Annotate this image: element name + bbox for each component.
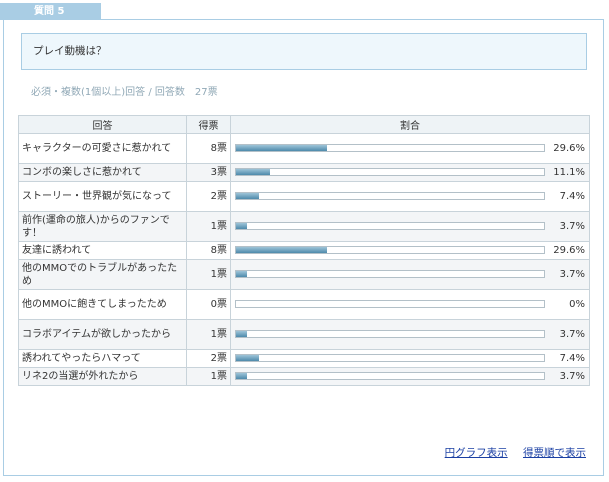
ratio-bar-fill: [236, 144, 328, 151]
vote-count: 8票: [186, 241, 231, 260]
vote-count: 3票: [186, 163, 231, 182]
ratio-bar-fill: [236, 192, 259, 199]
ratio-bar-track: [235, 269, 545, 278]
vote-count: 1票: [186, 259, 231, 290]
ratio-cell: 7.4%: [230, 349, 590, 368]
ratio-percent: 29.6%: [553, 142, 585, 154]
ratio-bar-track: [235, 167, 545, 176]
table-row: コンボの楽しさに惹かれて 3票 11.1%: [18, 163, 590, 182]
answer-label: 他のMMOに飽きてしまったため: [18, 289, 187, 320]
vote-count: 1票: [186, 367, 231, 386]
table-header-row: 回答 得票 割合: [18, 115, 590, 134]
answer-label: リネ2の当選が外れたから: [18, 367, 187, 386]
answer-label: 前作(運命の旅人)からのファンです！: [18, 211, 187, 242]
ratio-bar-track: [235, 245, 545, 254]
vote-count: 2票: [186, 349, 231, 368]
question-number-tab: 質問 5: [0, 3, 101, 20]
header-votes: 得票: [186, 115, 231, 134]
answer-label: ストーリー・世界観が気になって: [18, 181, 187, 212]
answer-label: 誘われてやったらハマって: [18, 349, 187, 368]
table-row: コラボアイテムが欲しかったから 1票 3.7%: [18, 319, 590, 350]
answer-label: 友達に誘われて: [18, 241, 187, 260]
table-row: リネ2の当選が外れたから 1票 3.7%: [18, 367, 590, 386]
ratio-bar-fill: [236, 246, 328, 253]
ratio-bar-track: [235, 191, 545, 200]
header-ratio: 割合: [230, 115, 590, 134]
vote-count: 1票: [186, 211, 231, 242]
question-panel: プレイ動機は？ 必須・複数(1個以上)回答 / 回答数 27票 回答 得票 割合…: [3, 19, 604, 476]
ratio-bar-fill: [236, 168, 271, 175]
ratio-cell: 3.7%: [230, 211, 590, 242]
ratio-percent: 29.6%: [553, 244, 585, 256]
ratio-percent: 0%: [569, 298, 585, 310]
vote-count: 8票: [186, 133, 231, 164]
ratio-bar-fill: [236, 270, 248, 277]
ratio-percent: 11.1%: [553, 166, 585, 178]
table-row: ストーリー・世界観が気になって 2票 7.4%: [18, 181, 590, 212]
view-links: 円グラフ表示 得票順で表示: [433, 445, 586, 460]
ratio-bar-track: [235, 353, 545, 362]
ratio-bar-track: [235, 371, 545, 380]
table-row: 誘われてやったらハマって 2票 7.4%: [18, 349, 590, 368]
ratio-bar-fill: [236, 354, 259, 361]
ratio-percent: 3.7%: [559, 220, 585, 232]
ratio-cell: 29.6%: [230, 241, 590, 260]
header-answer: 回答: [18, 115, 187, 134]
ratio-bar-track: [235, 143, 545, 152]
ratio-percent: 7.4%: [559, 190, 585, 202]
answer-label: キャラクターの可愛さに惹かれて: [18, 133, 187, 164]
vote-count: 1票: [186, 319, 231, 350]
results-table: 回答 得票 割合 キャラクターの可愛さに惹かれて 8票 29.6% コンボの楽しさに惹…: [18, 115, 590, 386]
ratio-cell: 3.7%: [230, 367, 590, 386]
answer-label: コンボの楽しさに惹かれて: [18, 163, 187, 182]
ratio-cell: 3.7%: [230, 319, 590, 350]
ratio-bar-fill: [236, 222, 248, 229]
answer-meta: 必須・複数(1個以上)回答 / 回答数 27票: [31, 87, 218, 98]
ratio-cell: 7.4%: [230, 181, 590, 212]
ratio-percent: 3.7%: [559, 328, 585, 340]
table-row: 他のMMOに飽きてしまったため 0票 0%: [18, 289, 590, 320]
answer-label: 他のMMOでのトラブルがあったため: [18, 259, 187, 290]
ratio-bar-track: [235, 299, 545, 308]
question-text: プレイ動機は？: [21, 33, 587, 70]
ratio-percent: 7.4%: [559, 352, 585, 364]
table-row: 友達に誘われて 8票 29.6%: [18, 241, 590, 260]
table-row: キャラクターの可愛さに惹かれて 8票 29.6%: [18, 133, 590, 164]
ratio-cell: 11.1%: [230, 163, 590, 182]
vote-count: 2票: [186, 181, 231, 212]
ratio-cell: 29.6%: [230, 133, 590, 164]
ratio-bar-fill: [236, 330, 248, 337]
sort-by-votes-link[interactable]: 得票順で表示: [523, 447, 586, 459]
ratio-percent: 3.7%: [559, 370, 585, 382]
ratio-cell: 0%: [230, 289, 590, 320]
vote-count: 0票: [186, 289, 231, 320]
ratio-bar-track: [235, 329, 545, 338]
ratio-bar-fill: [236, 372, 248, 379]
pie-chart-link[interactable]: 円グラフ表示: [444, 447, 508, 459]
table-row: 前作(運命の旅人)からのファンです！ 1票 3.7%: [18, 211, 590, 242]
table-row: 他のMMOでのトラブルがあったため 1票 3.7%: [18, 259, 590, 290]
ratio-percent: 3.7%: [559, 268, 585, 280]
ratio-bar-track: [235, 221, 545, 230]
answer-label: コラボアイテムが欲しかったから: [18, 319, 187, 350]
ratio-cell: 3.7%: [230, 259, 590, 290]
